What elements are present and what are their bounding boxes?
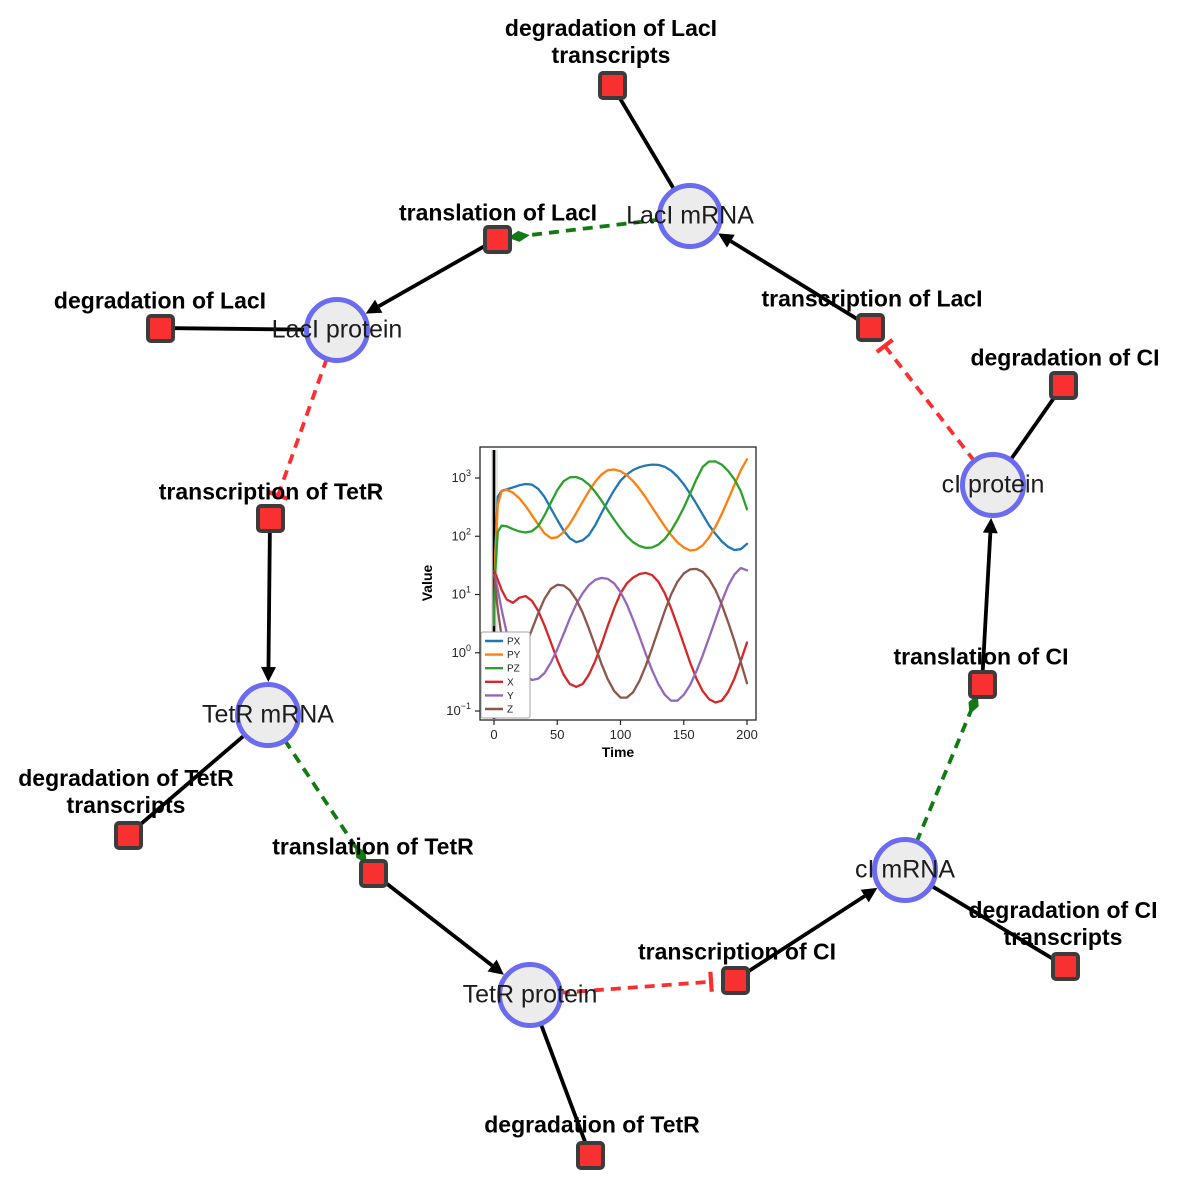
reaction-label-deg_laci: degradation of LacI	[53, 287, 267, 314]
edge-tetr_mrna-deg_tetr_tx	[129, 733, 247, 834]
edge-ci_mrna-transl_ci	[914, 701, 977, 844]
arrowhead-icon	[982, 517, 998, 534]
reaction-label-deg_tetr_tx: degradation of TetR transcripts	[18, 764, 234, 818]
inhibition-tee-icon	[875, 338, 894, 354]
species-node-tetr_mrna	[235, 682, 301, 748]
edge-transl_ci-ci_prot	[980, 532, 993, 681]
species-node-ci_mrna	[872, 837, 938, 903]
series-PZ	[492, 460, 749, 627]
reaction-node-deg_tetr_tx	[113, 820, 143, 850]
y-axis-label: Value	[419, 565, 435, 602]
reaction-label-deg_ci: degradation of CI	[970, 344, 1160, 371]
legend-box	[480, 631, 531, 719]
inhibition-tee-icon	[267, 490, 289, 501]
species-node-ci_prot	[960, 452, 1026, 518]
edge-tetr_mrna-transl_tetr	[283, 738, 364, 858]
modifier-diamond-icon	[507, 230, 530, 242]
species-label-ci_mrna: cI mRNA	[855, 855, 955, 884]
reaction-node-transl_ci	[967, 669, 997, 699]
x-tick-label: 150	[673, 727, 695, 742]
species-label-laci_mrna: LacI mRNA	[626, 201, 754, 230]
inhibition-tee-icon	[708, 971, 714, 992]
reaction-node-deg_laci	[145, 313, 175, 343]
reaction-label-tx_laci: transcription of LacI	[761, 285, 983, 312]
reaction-label-deg_tetr: degradation of TetR	[484, 1111, 700, 1138]
series-PY	[492, 458, 749, 627]
species-label-tetr_prot: TetR protein	[462, 980, 598, 1009]
edge-tetr_prot-deg_tetr	[538, 1022, 591, 1152]
x-axis-label: Time	[602, 744, 635, 760]
species-node-laci_mrna	[657, 183, 723, 249]
reaction-node-tx_tetr	[255, 503, 285, 533]
edge-ci_prot-deg_ci	[1008, 387, 1063, 462]
reaction-label-deg_laci_tx: degradation of LacI transcripts	[504, 14, 718, 68]
edge-tx_tetr-tetr_mrna	[266, 521, 272, 668]
x-tick-label: 200	[736, 727, 758, 742]
edge-transl_laci-laci_prot	[377, 239, 495, 308]
species-node-laci_prot	[304, 297, 370, 363]
reaction-node-tx_laci	[855, 312, 885, 342]
reaction-label-transl_tetr: translation of TetR	[272, 833, 474, 860]
edge-transl_tetr-tetr_prot	[374, 873, 494, 968]
legend-label-PY: PY	[507, 650, 521, 661]
reaction-label-transl_ci: translation of CI	[893, 643, 1069, 670]
reaction-node-deg_ci_tx	[1050, 951, 1080, 981]
reaction-label-tx_tetr: transcription of TetR	[158, 478, 384, 505]
legend-label-PX: PX	[507, 637, 521, 648]
modifier-diamond-icon	[968, 694, 979, 715]
reaction-label-tx_ci: transcription of CI	[637, 938, 837, 965]
reaction-node-transl_tetr	[358, 858, 388, 888]
edge-laci_mrna-transl_laci	[516, 217, 661, 239]
edge-tx_ci-ci_mrna	[737, 894, 866, 980]
x-tick-label: 100	[610, 727, 632, 742]
legend-label-PZ: PZ	[507, 664, 520, 675]
arrowhead-icon	[365, 299, 383, 314]
edge-ci_prot-tx_laci	[883, 344, 977, 463]
edge-laci_prot-tx_tetr	[276, 357, 329, 497]
series-X	[492, 570, 749, 704]
x-tick-label: 0	[490, 727, 497, 742]
reaction-node-tx_ci	[720, 965, 750, 995]
species-label-tetr_mrna: TetR mRNA	[202, 700, 334, 729]
reaction-node-transl_laci	[482, 224, 512, 254]
reaction-node-deg_laci_tx	[597, 70, 627, 100]
reaction-label-transl_laci: translation of LacI	[398, 199, 598, 226]
species-label-ci_prot: cI protein	[941, 470, 1045, 499]
legend-label-Y: Y	[507, 691, 514, 702]
legend-label-Z: Z	[507, 705, 513, 716]
arrowhead-icon	[718, 233, 735, 248]
reaction-label-deg_ci_tx: degradation of CI transcripts	[968, 896, 1158, 950]
edge-tetr_prot-tx_ci	[559, 979, 712, 995]
reaction-node-deg_ci	[1048, 370, 1078, 400]
edge-deg_laci-laci_prot	[163, 326, 308, 332]
edge-tx_laci-laci_mrna	[729, 239, 868, 327]
series-PX	[492, 463, 749, 627]
time-series-chart: 0 50 100 150 20010310210110010−1TimeValuePXP…	[412, 430, 777, 775]
species-label-laci_prot: LacI protein	[271, 315, 403, 344]
arrowhead-icon	[487, 959, 504, 975]
x-tick-label: 50	[550, 727, 564, 742]
legend-label-X: X	[507, 677, 514, 688]
arrowhead-icon	[260, 666, 276, 683]
plot-frame	[479, 446, 757, 721]
arrowhead-icon	[860, 887, 878, 903]
species-node-tetr_prot	[497, 962, 563, 1028]
reaction-node-deg_tetr	[575, 1140, 605, 1170]
edge-ci_mrna-deg_ci_tx	[929, 883, 1063, 966]
edge-deg_laci_tx-laci_mrna	[612, 87, 677, 192]
